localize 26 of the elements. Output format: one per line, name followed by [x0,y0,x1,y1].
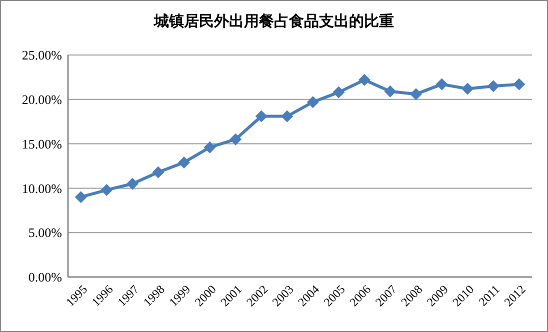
point [255,110,268,122]
point [384,85,396,98]
point [152,166,164,178]
point [332,86,345,98]
point [487,80,500,92]
point [126,178,138,190]
point [281,110,294,122]
y-tick-label: 10.00% [22,180,62,196]
point [100,184,113,196]
y-tick-label: 20.00% [22,92,62,107]
point [230,133,242,146]
y-tick-label: 15.00% [22,136,62,152]
point [204,141,216,154]
point [410,88,422,100]
point [436,78,448,90]
y-tick-label: 25.00% [22,48,62,63]
y-tick-label: 5.00% [28,225,62,240]
point [74,191,87,204]
chart-title: 城镇居民外出用餐占食品支出的比重 [153,13,394,30]
x-tick-label: 2011 [476,282,502,309]
y-tick-label: 0.00% [28,270,62,285]
point [358,74,370,86]
point [178,156,190,168]
point [306,96,319,108]
point [513,78,526,90]
point [462,82,474,95]
